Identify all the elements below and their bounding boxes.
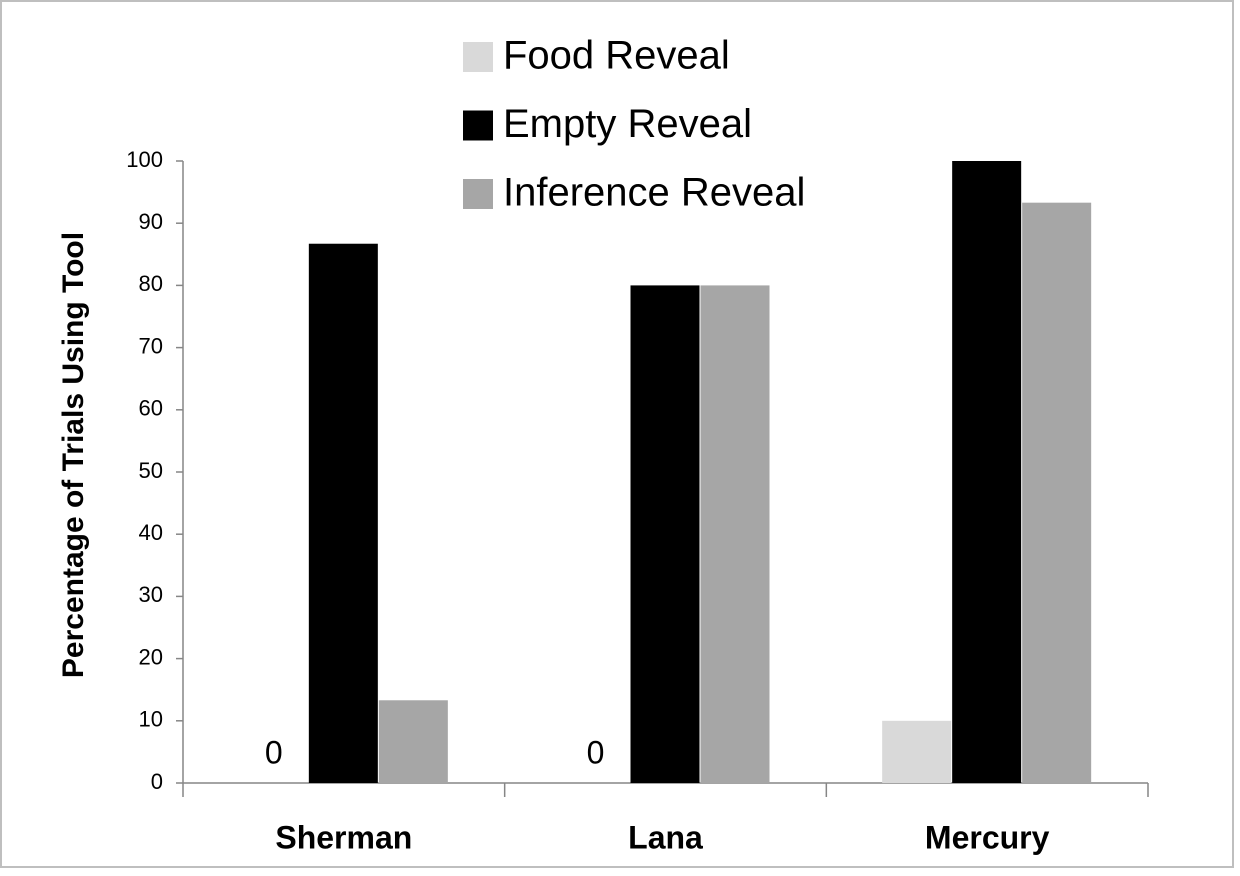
data-label: 0: [587, 734, 605, 770]
x-tick-label: Sherman: [275, 819, 412, 855]
legend-swatch: [463, 110, 493, 141]
legend-swatch: [463, 179, 493, 209]
legend-swatch: [463, 42, 493, 72]
data-label: 0: [265, 734, 283, 770]
bar: [630, 285, 700, 783]
y-tick-label: 80: [139, 271, 163, 296]
legend-label: Inference Reveal: [503, 171, 805, 215]
bar: [882, 720, 952, 783]
bar: [700, 285, 770, 783]
legend-label: Empty Reveal: [503, 102, 752, 146]
y-axis-label: Percentage of Trials Using Tool: [57, 232, 90, 678]
y-tick-label: 10: [139, 707, 163, 732]
bar: [952, 161, 1022, 783]
x-tick-label: Lana: [628, 819, 703, 855]
y-tick-label: 50: [139, 458, 163, 483]
y-tick-label: 40: [139, 520, 163, 545]
bar: [1022, 202, 1092, 783]
y-tick-label: 60: [139, 396, 163, 421]
y-tick-label: 100: [126, 147, 163, 172]
y-tick-label: 90: [139, 209, 163, 234]
y-tick-label: 30: [139, 582, 163, 607]
bar: [308, 243, 378, 783]
y-tick-label: 0: [151, 769, 163, 794]
x-tick-label: Mercury: [925, 819, 1050, 855]
y-tick-label: 20: [139, 644, 163, 669]
y-tick-label: 70: [139, 333, 163, 358]
bar: [378, 700, 448, 783]
legend-label: Food Reveal: [503, 34, 730, 78]
